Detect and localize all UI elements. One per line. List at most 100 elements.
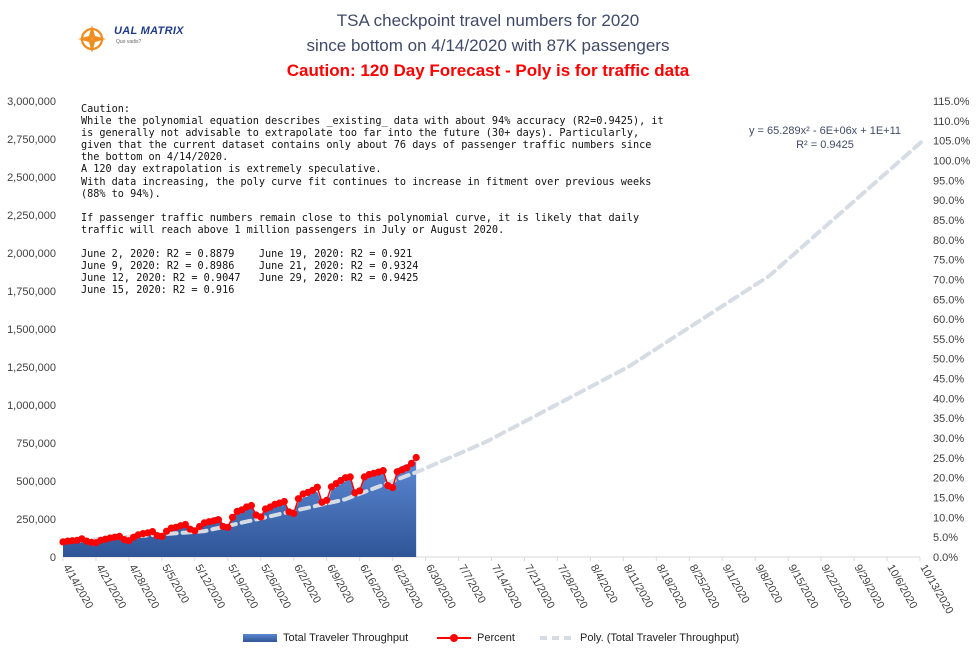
- y-left-tick-label: 0: [50, 552, 56, 564]
- percent-point: [412, 453, 420, 462]
- y-right-tick-label: 70.0%: [933, 274, 964, 286]
- y-right-tick-label: 85.0%: [933, 215, 964, 227]
- x-tick-label: 10/6/2020: [884, 563, 919, 611]
- ual-matrix-logo: UAL MATRIX Quo vadis?: [74, 22, 204, 56]
- trendline-equation-box: y = 65.289x² - 6E+06x + 1E+11 R² = 0.942…: [740, 124, 910, 152]
- percent-point: [257, 513, 265, 521]
- legend-label-percent: Percent: [477, 632, 515, 644]
- x-tick-label: 6/9/2020: [324, 563, 356, 606]
- chart-subtitle: since bottom on 4/14/2020 with 87K passe…: [306, 36, 670, 55]
- percent-point: [407, 459, 416, 467]
- y-right-tick-label: 115.0%: [933, 96, 970, 108]
- y-right-tick-label: 5.0%: [933, 532, 958, 544]
- legend-label-poly: Poly. (Total Traveler Throughput): [580, 632, 740, 644]
- y-right-tick-label: 30.0%: [933, 433, 964, 445]
- y-left-tick-label: 1,000,000: [7, 400, 56, 412]
- legend-swatch-poly: [540, 636, 574, 640]
- x-tick-label: 6/30/2020: [423, 563, 458, 611]
- percent-point: [389, 484, 397, 492]
- percent-point: [214, 516, 222, 524]
- y-right-tick-label: 25.0%: [933, 453, 964, 465]
- y-right-tick-label: 0.0%: [933, 552, 958, 564]
- x-tick-label: 7/21/2020: [522, 563, 557, 611]
- y-left-tick-label: 2,250,000: [7, 210, 56, 222]
- legend-item-poly: Poly. (Total Traveler Throughput): [540, 630, 739, 646]
- y-left-tick-label: 2,750,000: [7, 134, 56, 146]
- percent-point: [148, 528, 157, 536]
- y-left-tick-label: 3,000,000: [7, 96, 56, 108]
- y-left-tick-label: 2,000,000: [7, 248, 56, 260]
- legend-label-area: Total Traveler Throughput: [283, 632, 409, 644]
- x-tick-label: 9/8/2020: [753, 563, 785, 606]
- percent-point: [290, 509, 298, 517]
- percent-point: [346, 473, 354, 481]
- y-right-tick-label: 110.0%: [933, 116, 970, 128]
- trendline-r2: R² = 0.9425: [796, 139, 854, 151]
- percent-point: [280, 497, 288, 506]
- x-tick-label: 5/26/2020: [258, 563, 293, 611]
- y-right-tick-label: 55.0%: [933, 334, 964, 346]
- percent-point: [158, 532, 166, 541]
- x-tick-label: 5/5/2020: [159, 563, 191, 606]
- percent-point: [228, 513, 237, 521]
- legend-item-area: Total Traveler Throughput: [243, 630, 408, 646]
- x-tick-label: 6/23/2020: [390, 563, 425, 611]
- percent-point: [356, 487, 364, 495]
- logo-tagline: Quo vadis?: [116, 39, 142, 45]
- y-right-tick-label: 40.0%: [933, 393, 964, 405]
- y-right-tick-label: 80.0%: [933, 235, 964, 247]
- percent-point: [403, 464, 411, 472]
- y-right-tick-label: 75.0%: [933, 255, 964, 267]
- y-right-tick-label: 65.0%: [933, 294, 964, 306]
- percent-point: [247, 501, 255, 510]
- compass-icon: [78, 25, 106, 53]
- y-left-tick-label: 250,000: [16, 514, 56, 526]
- y-right-tick-label: 100.0%: [933, 155, 971, 167]
- x-tick-label: 8/4/2020: [588, 563, 620, 606]
- percent-point: [294, 495, 302, 503]
- x-tick-label: 9/22/2020: [819, 563, 854, 611]
- percent-point: [379, 467, 387, 475]
- chart-title: TSA checkpoint travel numbers for 2020: [336, 11, 640, 30]
- x-tick-label: 8/11/2020: [621, 563, 655, 611]
- y-left-tick-label: 1,500,000: [7, 324, 56, 336]
- percent-point: [224, 523, 232, 531]
- y-right-tick-label: 15.0%: [933, 493, 964, 505]
- x-tick-label: 9/29/2020: [851, 563, 886, 611]
- x-tick-label: 6/2/2020: [291, 563, 323, 606]
- x-tick-label: 4/21/2020: [93, 563, 128, 611]
- percent-point: [191, 527, 199, 535]
- x-tick-label: 9/15/2020: [786, 563, 821, 611]
- x-tick-label: 7/7/2020: [456, 563, 488, 606]
- y-right-tick-label: 20.0%: [933, 473, 964, 485]
- logo-name: UAL MATRIX: [114, 25, 184, 37]
- y-left-tick-label: 1,750,000: [7, 286, 56, 298]
- y-right-tick-label: 95.0%: [933, 175, 964, 187]
- x-tick-label: 5/12/2020: [192, 563, 227, 611]
- x-tick-label: 9/1/2020: [720, 563, 752, 606]
- y-right-tick-label: 60.0%: [933, 314, 964, 326]
- legend-swatch-area: [243, 634, 277, 642]
- chart-title-block: TSA checkpoint travel numbers for 2020 s…: [200, 8, 776, 83]
- y-left-tick-label: 2,500,000: [7, 172, 56, 184]
- y-right-tick-label: 90.0%: [933, 195, 964, 207]
- y-left-tick-label: 1,250,000: [7, 362, 56, 374]
- percent-point: [181, 520, 189, 529]
- x-tick-label: 4/14/2020: [60, 563, 95, 611]
- x-tick-label: 6/16/2020: [357, 563, 392, 611]
- x-tick-label: 10/13/2020: [917, 563, 955, 617]
- x-tick-label: 7/14/2020: [489, 563, 524, 611]
- legend-item-percent: Percent: [437, 630, 515, 646]
- chart-caution-title: Caution: 120 Day Forecast - Poly is for …: [286, 61, 690, 80]
- y-right-tick-label: 105.0%: [933, 136, 971, 148]
- y-right-tick-label: 10.0%: [933, 512, 964, 524]
- caution-note: Caution: While the polynomial equation d…: [81, 104, 671, 316]
- x-tick-label: 5/19/2020: [225, 563, 260, 611]
- y-right-tick-label: 50.0%: [933, 354, 964, 366]
- y-right-tick-label: 35.0%: [933, 413, 964, 425]
- poly-trendline: [61, 137, 927, 544]
- x-tick-label: 8/18/2020: [654, 563, 689, 611]
- x-tick-label: 7/28/2020: [555, 563, 590, 611]
- x-tick-label: 4/28/2020: [126, 563, 161, 611]
